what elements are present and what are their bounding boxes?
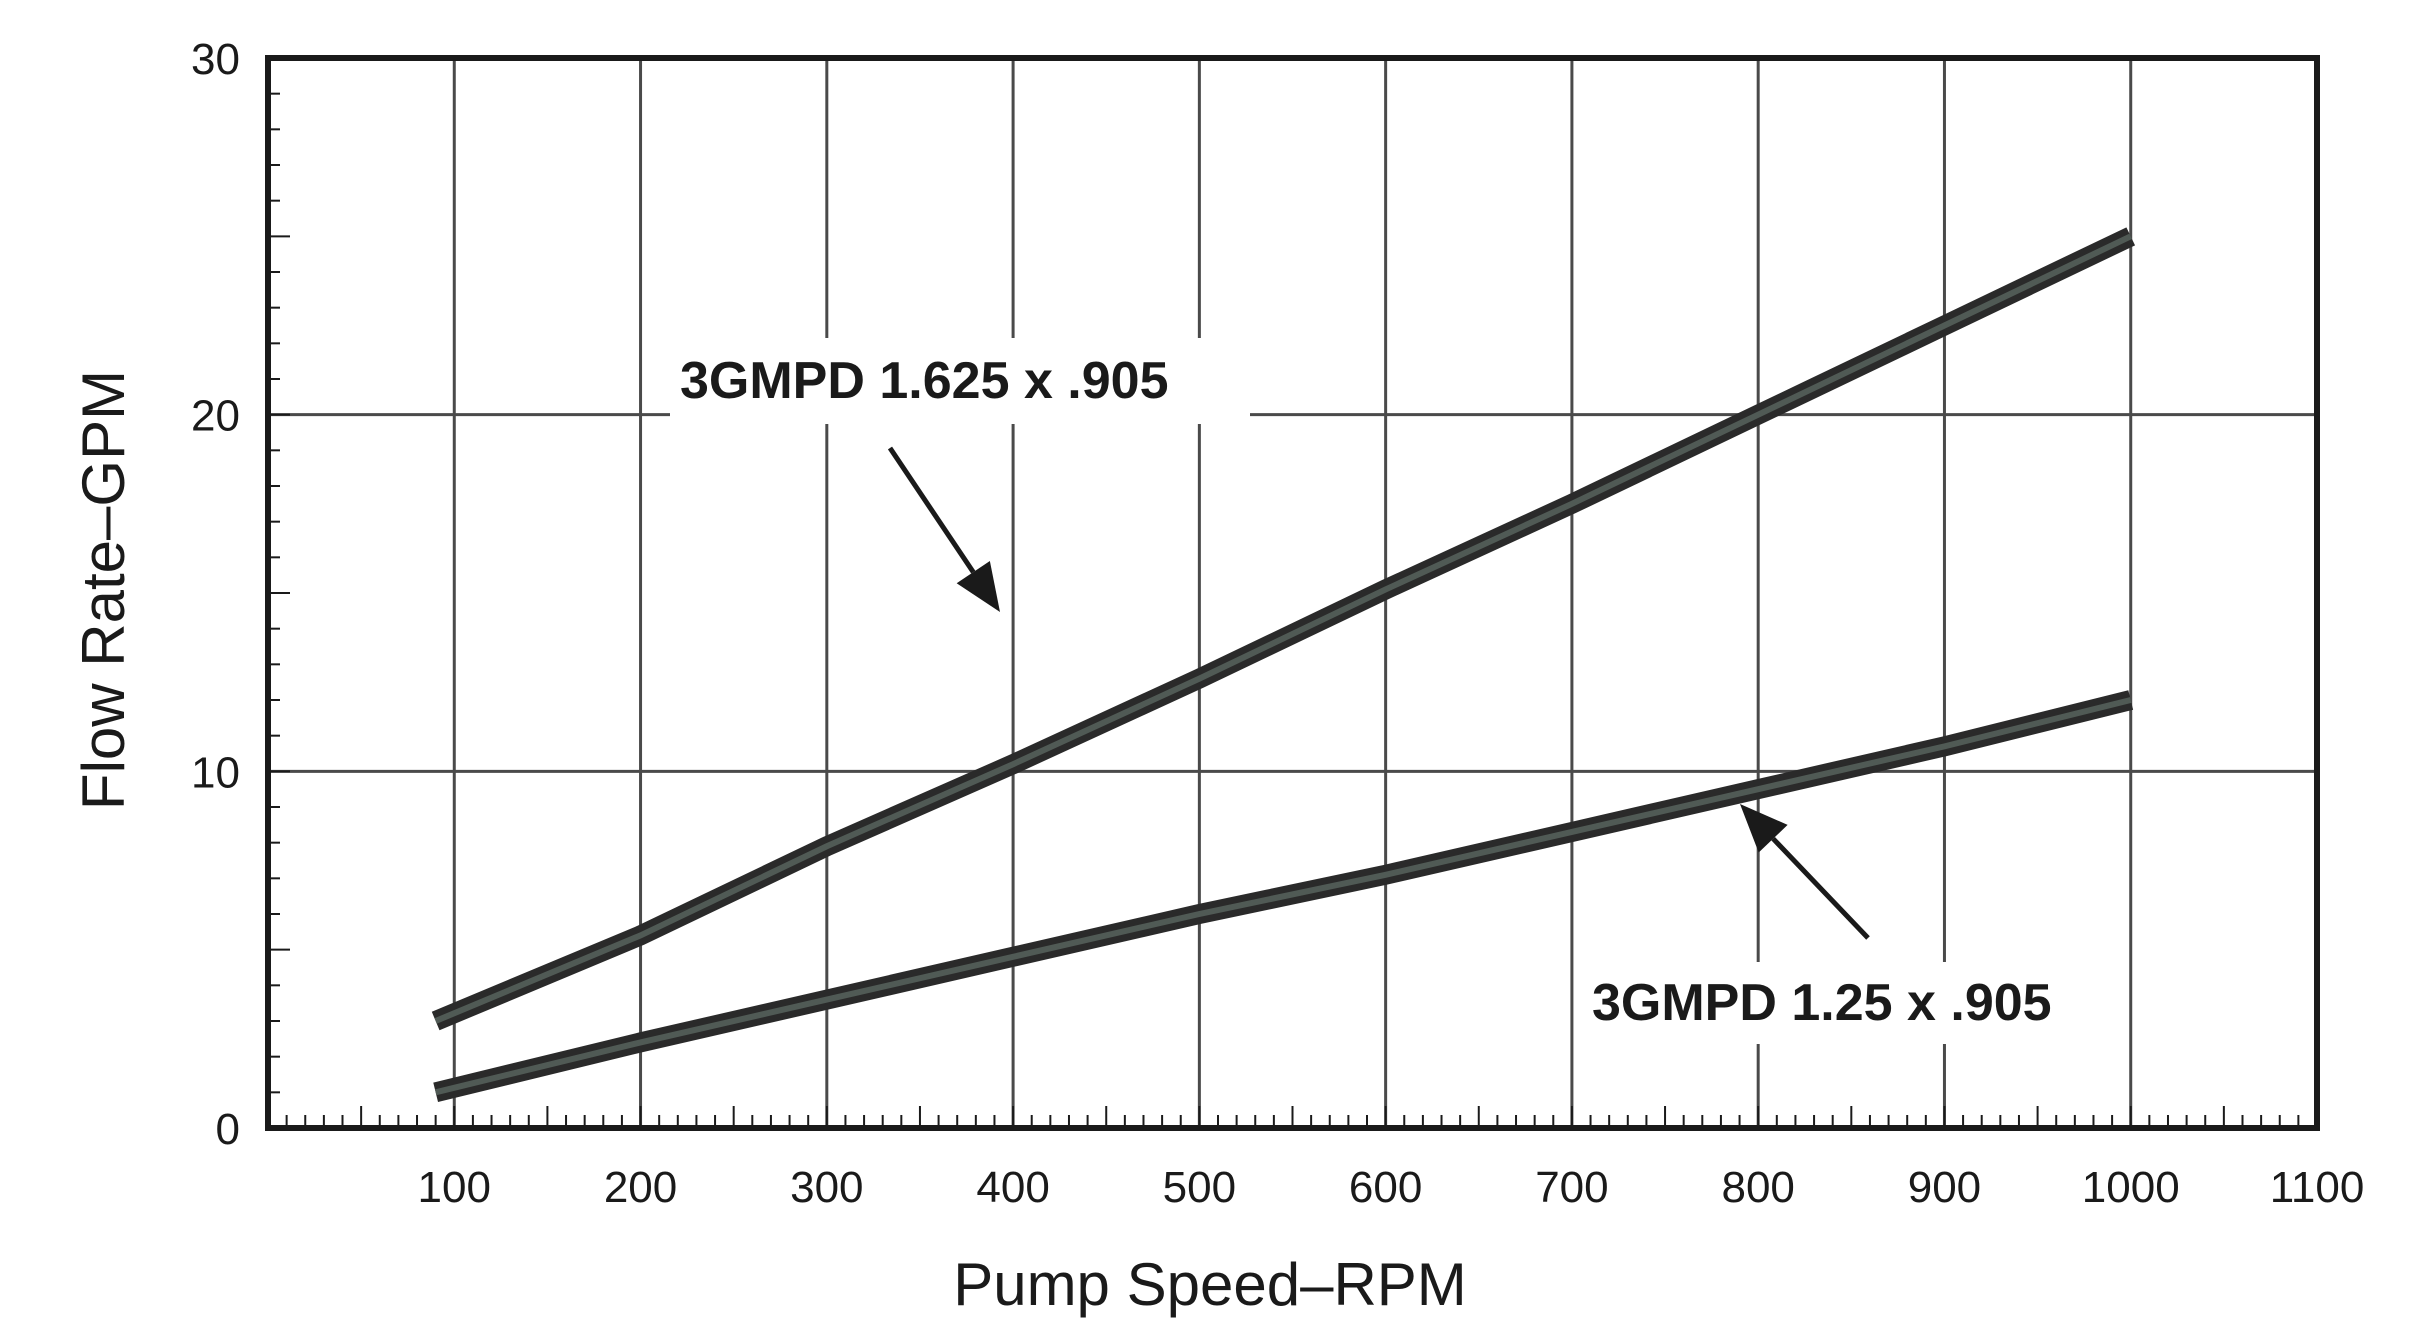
plot-frame bbox=[265, 55, 2320, 1131]
series-arrow-2 bbox=[1740, 804, 1870, 940]
y-tick-labels: 0 10 20 30 bbox=[191, 35, 240, 1154]
x-tick-label-500: 500 bbox=[1163, 1163, 1236, 1212]
x-tick-labels: 100 200 300 400 500 600 700 800 900 1000 1100 bbox=[418, 1163, 2365, 1212]
x-tick-label-1100: 1100 bbox=[2270, 1163, 2365, 1212]
y-tick-label-30: 30 bbox=[191, 35, 240, 84]
series-arrow-1-head bbox=[956, 560, 1000, 612]
series-label-2: 3GMPD 1.25 x .905 bbox=[1592, 974, 2052, 1032]
y-tick-label-20: 20 bbox=[191, 392, 240, 441]
y-tick-label-10: 10 bbox=[191, 748, 240, 797]
series-layer bbox=[431, 227, 2136, 1103]
x-tick-label-400: 400 bbox=[976, 1163, 1049, 1212]
x-tick-label-100: 100 bbox=[418, 1163, 491, 1212]
series-label-bg-2 bbox=[1582, 962, 2122, 1044]
x-tick-label-800: 800 bbox=[1721, 1163, 1794, 1212]
x-tick-label-900: 900 bbox=[1908, 1163, 1981, 1212]
y-axis-title: Flow Rate–GPM bbox=[70, 370, 137, 810]
x-tick-label-700: 700 bbox=[1535, 1163, 1608, 1212]
x-tick-label-200: 200 bbox=[604, 1163, 677, 1212]
series-arrow-2-head bbox=[1740, 804, 1788, 853]
x-tick-label-600: 600 bbox=[1349, 1163, 1422, 1212]
series-line-highlight-2 bbox=[434, 697, 2132, 1096]
series-arrow-2-shaft bbox=[1771, 836, 1870, 940]
series-label-bg-1 bbox=[670, 338, 1250, 424]
annotation-layer: 3GMPD 1.625 x .905 3GMPD 1.25 x .905 bbox=[670, 338, 2122, 1044]
x-tick-label-300: 300 bbox=[790, 1163, 863, 1212]
series-arrow-1 bbox=[887, 446, 1000, 612]
series-label-1: 3GMPD 1.625 x .905 bbox=[680, 352, 1169, 410]
x-axis-title: Pump Speed–RPM bbox=[953, 1251, 1467, 1318]
series-line-highlight-1 bbox=[434, 233, 2133, 1024]
series-arrow-1-shaft bbox=[887, 446, 976, 574]
y-tick-label-0: 0 bbox=[216, 1105, 240, 1154]
x-tick-label-1000: 1000 bbox=[2082, 1163, 2180, 1212]
